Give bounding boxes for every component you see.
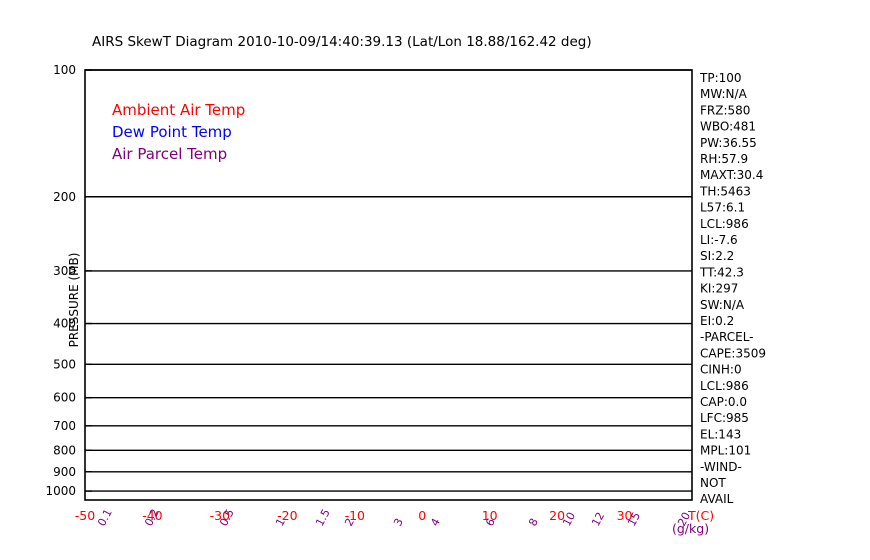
parameter-CINH: CINH:0 xyxy=(700,363,742,377)
legend-item-2: Air Parcel Temp xyxy=(112,145,227,163)
parameter-EL: EL:143 xyxy=(700,427,741,441)
mixing-ratio-tick-label: 10 xyxy=(560,510,578,528)
mixing-ratio-tick-label: 15 xyxy=(625,510,643,528)
parameter-FRZ: FRZ:580 xyxy=(700,103,750,117)
parameter-LFC: LFC:985 xyxy=(700,411,749,425)
pressure-tick-label: 200 xyxy=(53,190,76,204)
parameter-MW: MW:N/A xyxy=(700,87,748,101)
bottom-tick-label: 10 xyxy=(482,508,498,523)
pressure-tick-label: 700 xyxy=(53,419,76,433)
mixing-ratio-unit-label: (g/kg) xyxy=(672,521,709,536)
parameter-LI: LI:-7.6 xyxy=(700,233,738,247)
parameter-TH: TH:5463 xyxy=(699,184,751,198)
parameter-wind1: NOT xyxy=(700,476,726,490)
bottom-axis-ticks: -50 -40 -30 -20 -10 0 10 20 30 T(C) xyxy=(75,508,714,523)
pressure-axis: 100 200 300 400 500 600 700 800 900 1000 PRESSURE … xyxy=(45,63,92,498)
temperature-unit-label: T(C) xyxy=(687,508,714,523)
parameter-CAPE: CAPE:3509 xyxy=(700,346,766,360)
parameter-PW: PW:36.55 xyxy=(700,136,757,150)
bottom-tick-label: -10 xyxy=(345,508,365,523)
parameter-L57: L57:6.1 xyxy=(700,201,745,215)
bottom-tick-label: 30 xyxy=(617,508,633,523)
parameter-SW: SW:N/A xyxy=(700,298,745,312)
parameter-KI: KI:297 xyxy=(700,282,738,296)
pressure-tick-label: 600 xyxy=(53,391,76,405)
chart-title: AIRS SkewT Diagram 2010-10-09/14:40:39.1… xyxy=(92,34,592,50)
legend-item-0: Ambient Air Temp xyxy=(112,101,245,119)
parameter-LCL2: LCL:986 xyxy=(700,379,749,393)
parameter-header: -PARCEL- xyxy=(700,330,754,344)
mixing-ratio-tick-label: 20 xyxy=(675,510,693,528)
parameter-panel: TP:100 MW:N/A FRZ:580 WBO:481 PW:36.55 RH:57.… xyxy=(699,71,766,506)
parameter-CAP: CAP:0.0 xyxy=(700,395,747,409)
mixing-ratio-axis: 0.1 0.2 0.5 1 1.5 2 3 4 6 8 10 12 15 20(g/kg) xyxy=(95,507,709,536)
bottom-tick-label: -40 xyxy=(142,508,162,523)
parameter-wind2: AVAIL xyxy=(700,492,734,506)
parameter-TT: TT:42.3 xyxy=(699,265,744,279)
bottom-tick-label: -50 xyxy=(75,508,95,523)
mixing-ratio-tick-label: 12 xyxy=(589,510,607,528)
parameter-LCL: LCL:986 xyxy=(700,217,749,231)
parameter-EI: EI:0.2 xyxy=(700,314,734,328)
pressure-tick-label: 400 xyxy=(53,317,76,331)
pressure-axis-label: PRESSURE (MB) xyxy=(67,253,81,348)
bottom-tick-label: -30 xyxy=(210,508,230,523)
parameter-WBO: WBO:481 xyxy=(700,120,756,134)
bottom-tick-label: 20 xyxy=(549,508,565,523)
pressure-tick-label: 900 xyxy=(53,465,76,479)
plot-frame xyxy=(84,69,693,501)
pressure-tick-label: 100 xyxy=(53,63,76,77)
pressure-tick-label: 800 xyxy=(53,443,76,457)
parameter-SI: SI:2.2 xyxy=(700,249,734,263)
pressure-tick-label: 500 xyxy=(53,357,76,371)
parameter-RH: RH:57.9 xyxy=(700,152,748,166)
pressure-tick-label: 300 xyxy=(53,264,76,278)
parameter-MAXT: MAXT:30.4 xyxy=(700,168,763,182)
parameter-TP: TP:100 xyxy=(699,71,742,85)
parameter-header2: -WIND- xyxy=(700,460,742,474)
legend-item-1: Dew Point Temp xyxy=(112,123,232,141)
pressure-tick-label: 1000 xyxy=(45,484,76,498)
bottom-tick-label: 0 xyxy=(418,508,426,523)
parameter-MPL: MPL:101 xyxy=(700,444,751,458)
legend: Ambient Air Temp Dew Point Temp Air Parcel… xyxy=(112,101,245,163)
bottom-tick-label: -20 xyxy=(277,508,297,523)
